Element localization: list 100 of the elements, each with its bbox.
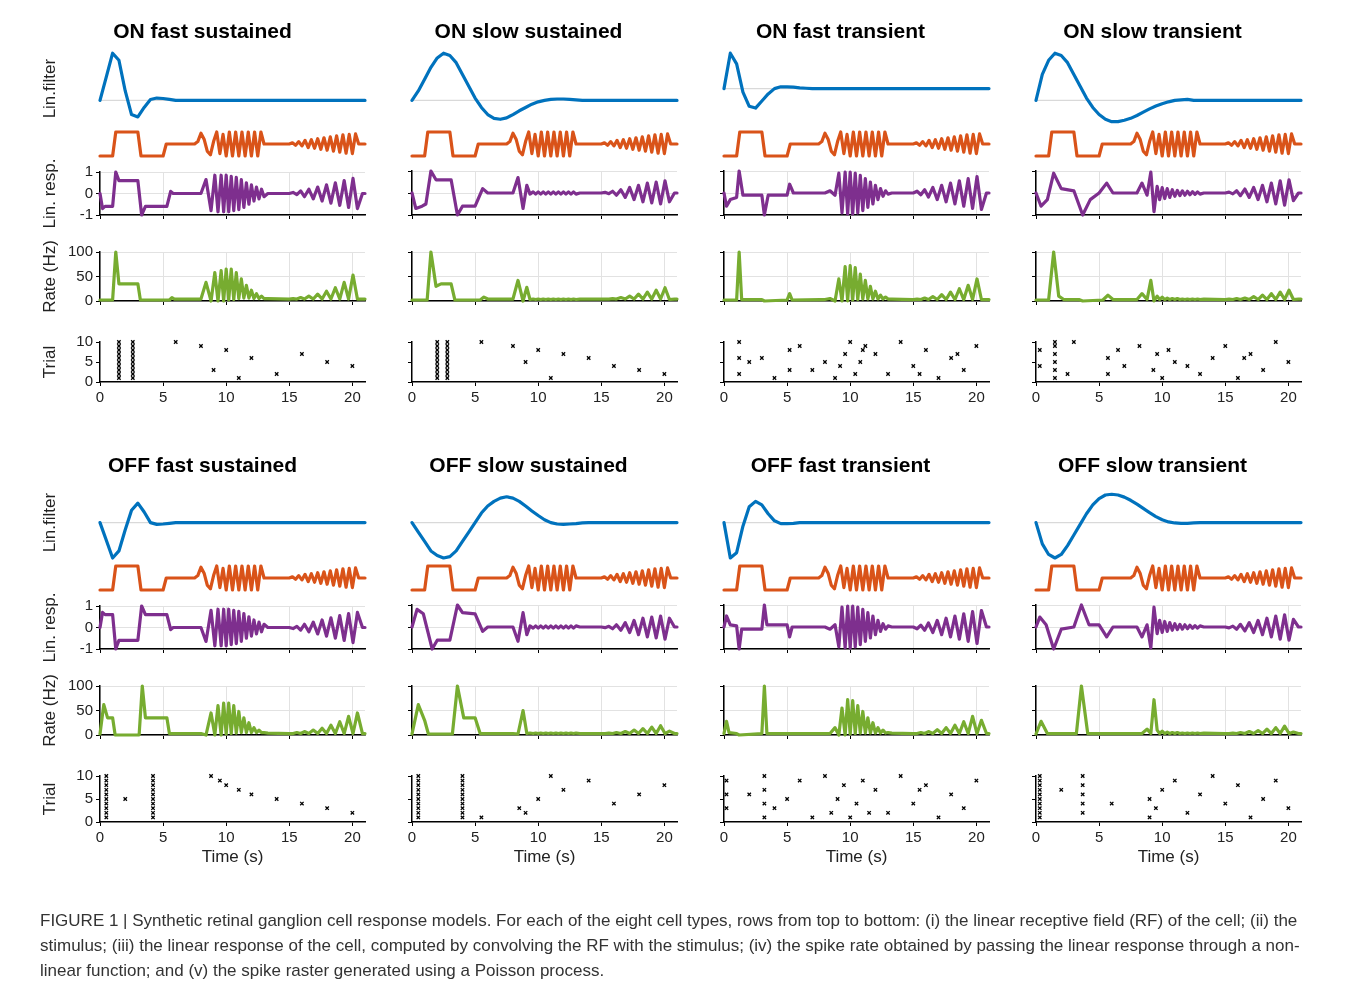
point [130,351,136,357]
x-tick-label: 20 [1280,828,1297,846]
y-axis-title: Rate (Hz) [39,674,59,747]
point [1052,343,1058,349]
point [116,363,122,369]
x-tick-label: 15 [592,828,610,846]
x-tick-label: 5 [470,828,480,846]
chart-title: ON slow transient [1063,19,1242,43]
point [444,363,450,369]
point [724,805,729,811]
point [860,778,866,783]
point [523,810,528,816]
point [415,796,421,802]
y-axis-title: Lin. resp. [39,158,59,229]
chart-title: ON fast transient [755,19,926,43]
point [1080,782,1086,788]
point [223,347,229,353]
point [116,343,122,349]
chart-title: ON fast sustained [113,19,292,43]
x-tick-label: 5 [158,388,168,406]
point [860,347,866,353]
point [1273,778,1279,783]
point [122,796,128,802]
point [130,363,136,369]
point [842,351,848,357]
point [434,375,440,381]
point [746,792,752,797]
point [479,339,484,345]
point [862,343,868,349]
point [936,815,941,820]
point [847,339,853,345]
x-tick-label: 20 [656,388,673,406]
point [724,792,729,797]
y-tick-label: 0 [84,372,93,390]
point [130,339,136,345]
x-tick-label: 10 [1153,828,1171,846]
x-tick-label: 5 [1094,828,1104,846]
point [797,343,803,349]
point [548,375,554,381]
point [759,355,765,361]
point [1037,796,1043,802]
point [274,371,280,377]
point [1172,778,1178,783]
x-tick-label: 0 [1031,388,1041,406]
point [434,343,440,349]
point [857,359,863,365]
point [130,343,136,349]
point [1260,367,1266,373]
x-tick-label: 15 [280,828,298,846]
point [434,371,440,377]
y-tick-label: 100 [67,242,93,260]
point [923,782,929,788]
point [910,801,916,806]
point [434,363,440,369]
point [548,773,554,779]
point [535,796,541,802]
point [444,375,450,381]
x-tick-label: 0 [719,388,729,406]
x-axis-title: Time (s) [825,847,888,867]
point [444,355,450,361]
point [898,773,904,779]
y-tick-label: 0 [84,812,93,830]
x-tick-label: 20 [344,828,361,846]
point [1210,773,1216,779]
point [444,351,450,357]
point [1080,801,1086,806]
y-tick-label: 5 [84,789,93,807]
chart-title: OFF fast transient [750,453,931,477]
point [116,375,122,381]
point [444,367,450,373]
chart-title: OFF slow sustained [429,453,628,477]
point [885,810,891,816]
point [611,363,617,369]
x-tick-label: 0 [95,388,105,406]
caption: FIGURE 1 | Synthetic retinal ganglion cell response models. For each of the eight cell types, rows from top to bottom: (i) the linear receptive field (RF) of the cell; (ii) the stimulus; (iii) the linear response of the cell, computed by convolving the RF with the stimulus; (iv) the spike rate obtained by passing the linear response through a non-linear function; and (v) the spike raster generated using a Poisson process. [40,910,1301,982]
point [444,347,450,353]
point [1052,339,1058,345]
point [434,355,440,361]
point [797,778,803,783]
y-tick-label: 100 [67,676,93,694]
x-tick-label: 15 [1216,388,1234,406]
point [852,371,858,377]
point [434,351,440,357]
point [103,773,109,779]
y-tick-label: 5 [84,352,93,370]
point [444,339,450,345]
x-tick-label: 5 [782,388,792,406]
x-tick-label: 5 [158,828,168,846]
point [116,347,122,353]
point [847,815,853,820]
x-tick-label: 5 [782,828,792,846]
point [116,355,122,361]
point [787,367,792,373]
point [736,371,742,377]
point [130,371,136,377]
point [917,371,922,377]
point [434,367,440,373]
point [130,375,136,381]
point [1154,351,1160,357]
point [116,351,122,357]
